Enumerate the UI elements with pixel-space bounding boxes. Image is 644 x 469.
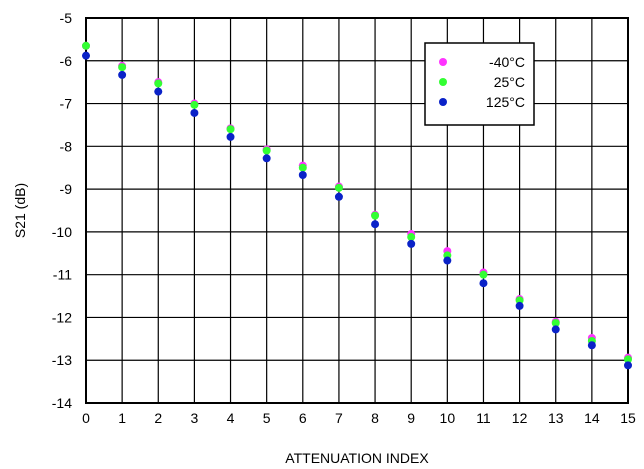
- data-point-25c: [479, 270, 488, 279]
- legend-label: 25°C: [494, 74, 525, 90]
- data-point-125c: [262, 154, 271, 163]
- y-tick-label: -13: [52, 352, 72, 368]
- y-tick-label: -10: [52, 224, 72, 240]
- data-point-125c: [154, 87, 163, 96]
- data-point-25c: [154, 79, 163, 88]
- x-tick-label: 11: [476, 410, 491, 426]
- y-tick-label: -5: [60, 10, 73, 26]
- x-tick-label: 12: [512, 410, 528, 426]
- y-tick-label: -14: [52, 395, 72, 411]
- data-point-25c: [551, 319, 560, 328]
- legend-marker: [439, 58, 447, 66]
- data-point-25c: [262, 146, 271, 155]
- y-axis-title: S21 (dB): [12, 183, 28, 238]
- data-point-125c: [82, 51, 90, 60]
- y-tick-label: -9: [60, 181, 73, 197]
- data-point-125c: [407, 239, 416, 248]
- data-point-25c: [515, 296, 524, 305]
- plot-frame: [85, 17, 629, 404]
- data-point-125c: [334, 192, 343, 201]
- y-tick-label: -12: [52, 309, 72, 325]
- x-tick-label: 9: [407, 410, 415, 426]
- y-tick-label: -6: [60, 53, 73, 69]
- x-tick-label: 0: [82, 410, 90, 426]
- x-tick-label: 14: [584, 410, 600, 426]
- x-tick-label: 2: [154, 410, 162, 426]
- data-point-125c: [624, 361, 632, 370]
- x-tick-label: 15: [620, 410, 636, 426]
- data-point-125c: [371, 220, 380, 229]
- data-points: [82, 41, 632, 370]
- x-axis-title: ATTENUATION INDEX: [285, 450, 429, 466]
- data-point-25c: [334, 183, 343, 192]
- data-point-25c: [226, 125, 235, 134]
- legend-marker: [439, 78, 447, 86]
- x-tick-label: 3: [191, 410, 199, 426]
- x-tick-labels: 0 1 2 3 4 5 6 7 8 9 10 11 12 13 14 15: [82, 410, 636, 426]
- y-tick-label: -11: [53, 267, 72, 283]
- x-tick-label: 10: [440, 410, 456, 426]
- x-tick-label: 5: [263, 410, 271, 426]
- grid: [85, 17, 629, 404]
- data-point-25c: [371, 211, 380, 220]
- x-tick-label: 13: [548, 410, 564, 426]
- x-tick-label: 1: [118, 410, 126, 426]
- data-point-125c: [515, 301, 524, 310]
- legend: -40°C 25°C 125°C: [424, 42, 535, 126]
- data-point-125c: [118, 70, 127, 79]
- data-point-25c: [407, 233, 416, 242]
- data-point-125c: [190, 108, 199, 117]
- x-tick-label: 6: [299, 410, 307, 426]
- y-tick-label: -8: [60, 138, 73, 154]
- data-point-125c: [587, 341, 596, 350]
- x-tick-label: 8: [371, 410, 379, 426]
- data-point-25c: [298, 163, 307, 172]
- legend-label: 125°C: [486, 94, 525, 110]
- x-tick-label: 7: [335, 410, 343, 426]
- data-point-25c: [82, 41, 90, 50]
- data-point-125c: [551, 325, 560, 334]
- data-point-125c: [479, 279, 488, 288]
- data-point-25c: [190, 100, 199, 109]
- y-tick-label: -7: [60, 96, 73, 112]
- y-tick-labels: -5 -6 -7 -8 -9 -10 -11 -12 -13 -14: [52, 10, 72, 411]
- data-point-125c: [443, 256, 452, 265]
- x-tick-label: 4: [227, 410, 235, 426]
- data-point-125c: [298, 170, 307, 179]
- legend-label: -40°C: [489, 54, 525, 70]
- data-point-25c: [624, 355, 632, 364]
- legend-marker: [439, 98, 447, 106]
- data-point-125c: [226, 132, 235, 141]
- data-point-25c: [118, 63, 127, 72]
